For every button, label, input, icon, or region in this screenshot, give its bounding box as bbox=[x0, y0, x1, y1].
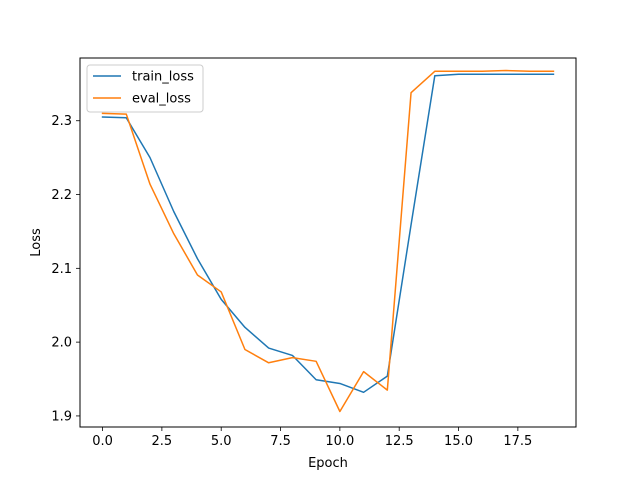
x-tick-label: 7.5 bbox=[270, 434, 291, 449]
plot-lines bbox=[101, 69, 555, 413]
x-tick-label: 15.0 bbox=[444, 434, 473, 449]
x-tick-label: 5.0 bbox=[211, 434, 232, 449]
legend-label: train_loss bbox=[132, 70, 194, 85]
x-tick-label: 2.5 bbox=[152, 434, 173, 449]
legend-label: eval_loss bbox=[132, 92, 191, 107]
y-tick-label: 1.9 bbox=[51, 409, 72, 424]
axes-frame bbox=[79, 57, 577, 428]
series-line-eval-loss bbox=[101, 69, 555, 413]
y-tick-label: 2.1 bbox=[51, 262, 72, 277]
x-axis-ticks: 0.0 2.5 5.0 7.5 10.0 12.5 15.0 17.5 bbox=[92, 427, 532, 449]
x-tick-label: 10.0 bbox=[325, 434, 354, 449]
y-axis-label: Loss bbox=[29, 228, 44, 257]
x-tick-label: 12.5 bbox=[385, 434, 414, 449]
y-axis-ticks: 1.9 2.0 2.1 2.2 2.3 bbox=[51, 114, 80, 424]
y-tick-label: 2.0 bbox=[51, 336, 72, 351]
x-tick-label: 17.5 bbox=[503, 434, 532, 449]
y-tick-label: 2.3 bbox=[51, 114, 72, 129]
legend: train_loss eval_loss bbox=[86, 64, 204, 113]
x-tick-label: 0.0 bbox=[92, 434, 113, 449]
y-tick-label: 2.2 bbox=[51, 188, 72, 203]
series-line-train-loss bbox=[101, 73, 555, 394]
x-axis-label: Epoch bbox=[308, 456, 348, 471]
